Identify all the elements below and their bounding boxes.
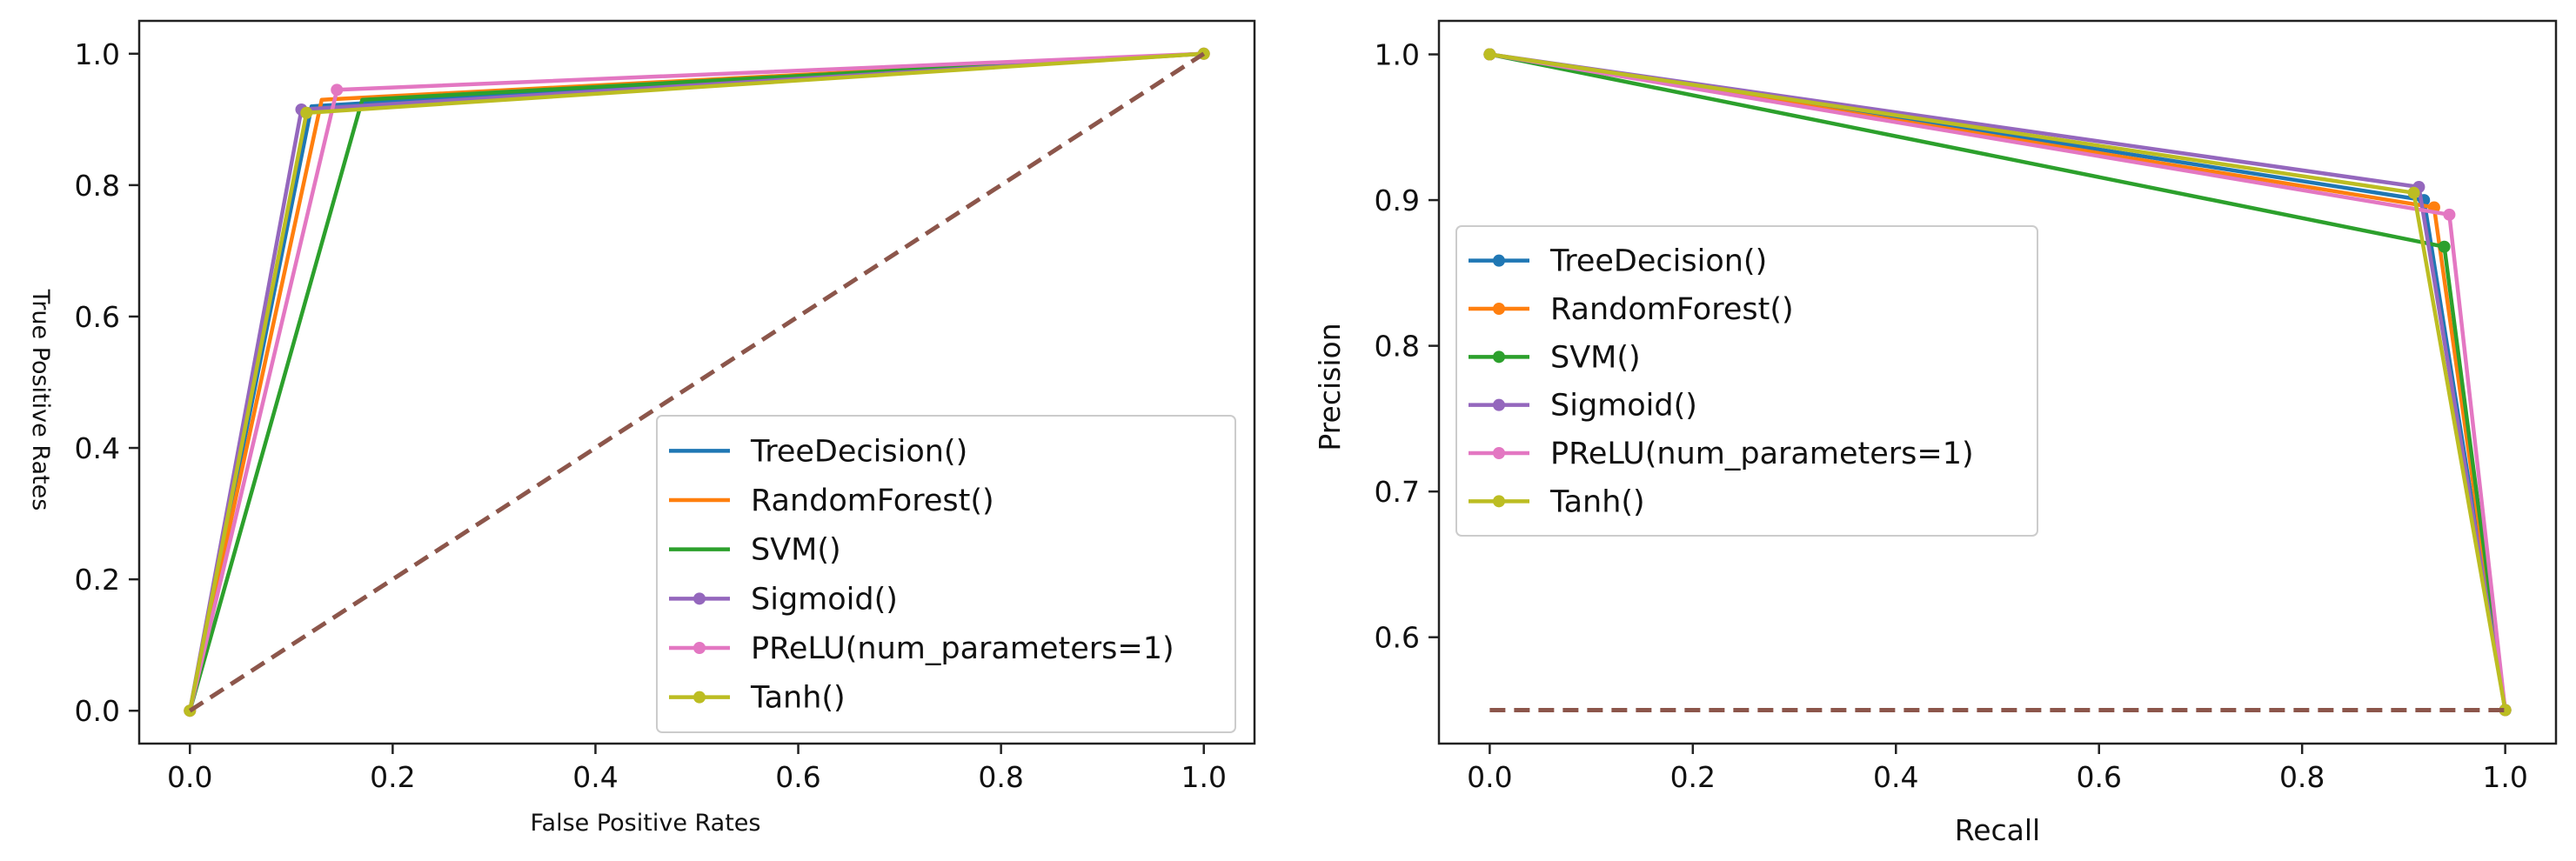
pr-legend-label: PReLU(num_parameters=1): [1550, 437, 1974, 471]
pr-x-tick-label: 1.0: [2482, 760, 2527, 794]
pr-x-axis-label: Recall: [1955, 813, 2040, 847]
pr-data-point: [2499, 704, 2512, 717]
pr-axis-ticks: 0.0 0.2 0.4 0.6 0.8 1.0 0.6 0.7 0.8 0.9 1.0: [1375, 38, 2528, 794]
roc-series-line-2: [188, 51, 1204, 711]
pr-y-axis-label: Precision: [1313, 323, 1347, 451]
pr-y-tick-label: 0.7: [1375, 475, 1420, 509]
roc-y-axis-label: True Positive Rates: [27, 289, 54, 511]
pr-legend: TreeDecision() RandomForest() SVM() Sigmoid…: [1455, 225, 2038, 537]
roc-x-tick-label: 0.0: [167, 760, 212, 794]
pr-legend-marker: [1493, 447, 1505, 459]
pr-legend-label: Sigmoid(): [1550, 389, 1697, 424]
pr-data-point: [1483, 48, 1496, 61]
roc-y-tick-label: 1.0: [75, 37, 120, 71]
roc-y-tick-label: 0.2: [75, 563, 120, 597]
roc-x-axis-label: False Positive Rates: [530, 810, 760, 837]
roc-plot-frame: [137, 19, 1256, 745]
pr-y-tick-label: 0.8: [1375, 330, 1420, 364]
roc-y-tick-label: 0.4: [75, 431, 120, 465]
pr-legend-marker: [1493, 495, 1505, 508]
pr-legend-label: RandomForest(): [1550, 292, 1794, 327]
pr-plot-marks: [1483, 48, 2512, 717]
pr-y-tick-label: 0.6: [1375, 621, 1420, 655]
pr-legend-marker: [1493, 350, 1505, 364]
pr-legend-box: [1455, 225, 2038, 537]
pr-y-tick-label: 1.0: [1375, 38, 1420, 72]
pr-legend-label: SVM(): [1550, 340, 1641, 375]
pr-x-tick-label: 0.4: [1873, 760, 1918, 794]
roc-data-point: [300, 106, 313, 119]
roc-x-tick-label: 0.4: [572, 760, 618, 794]
pr-legend-marker: [1493, 303, 1505, 315]
roc-legend-marker: [693, 592, 706, 605]
roc-plot-marks: [184, 47, 1210, 718]
pr-legend-marker: [1493, 398, 1505, 411]
roc-legend-label: SVM(): [751, 533, 841, 568]
roc-legend-label: RandomForest(): [751, 484, 994, 518]
pr-legend-marker: [1493, 254, 1505, 267]
pr-data-point: [2443, 208, 2456, 221]
roc-legend-box: [656, 415, 1236, 733]
roc-chart: 0.0 0.2 0.4 0.6 0.8 1.0 0.0 0.2 0.4 0.6 0.8 1.0 Fal…: [27, 19, 1256, 837]
pr-x-tick-label: 0.0: [1467, 760, 1512, 794]
roc-y-tick-label: 0.8: [75, 169, 120, 203]
roc-x-tick-label: 0.6: [775, 760, 820, 794]
roc-y-tick-label: 0.0: [75, 694, 120, 728]
pr-data-point: [2438, 240, 2451, 253]
pr-chart: 0.0 0.2 0.4 0.6 0.8 1.0 0.6 0.7 0.8 0.9 1.0 Recall…: [1313, 19, 2558, 847]
pr-y-tick-label: 0.9: [1375, 184, 1420, 217]
roc-x-tick-label: 0.8: [978, 760, 1023, 794]
roc-data-point: [331, 83, 344, 97]
pr-legend-label: Tanh(): [1549, 484, 1645, 519]
roc-x-tick-label: 0.2: [370, 760, 415, 794]
pr-data-point: [2407, 186, 2420, 199]
roc-legend-label: PReLU(num_parameters=1): [751, 631, 1174, 666]
roc-legend-label: Sigmoid(): [751, 582, 898, 617]
roc-legend: TreeDecision() RandomForest() SVM() Sigmoid…: [656, 415, 1236, 733]
roc-y-tick-label: 0.6: [75, 300, 120, 334]
roc-legend-marker: [693, 691, 706, 704]
roc-legend-label: TreeDecision(): [750, 434, 967, 469]
pr-plot-frame: [1437, 19, 2558, 745]
roc-legend-label: Tanh(): [750, 681, 846, 716]
pr-x-tick-label: 0.2: [1670, 760, 1716, 794]
roc-axis-ticks: 0.0 0.2 0.4 0.6 0.8 1.0 0.0 0.2 0.4 0.6 0.8 1.0: [75, 37, 1227, 794]
pr-x-tick-label: 0.8: [2279, 760, 2325, 794]
pr-legend-label: TreeDecision(): [1549, 244, 1767, 279]
roc-reference-line: [188, 51, 1206, 713]
roc-x-tick-label: 1.0: [1181, 760, 1226, 794]
roc-legend-marker: [693, 642, 706, 654]
pr-x-tick-label: 0.6: [2076, 760, 2121, 794]
